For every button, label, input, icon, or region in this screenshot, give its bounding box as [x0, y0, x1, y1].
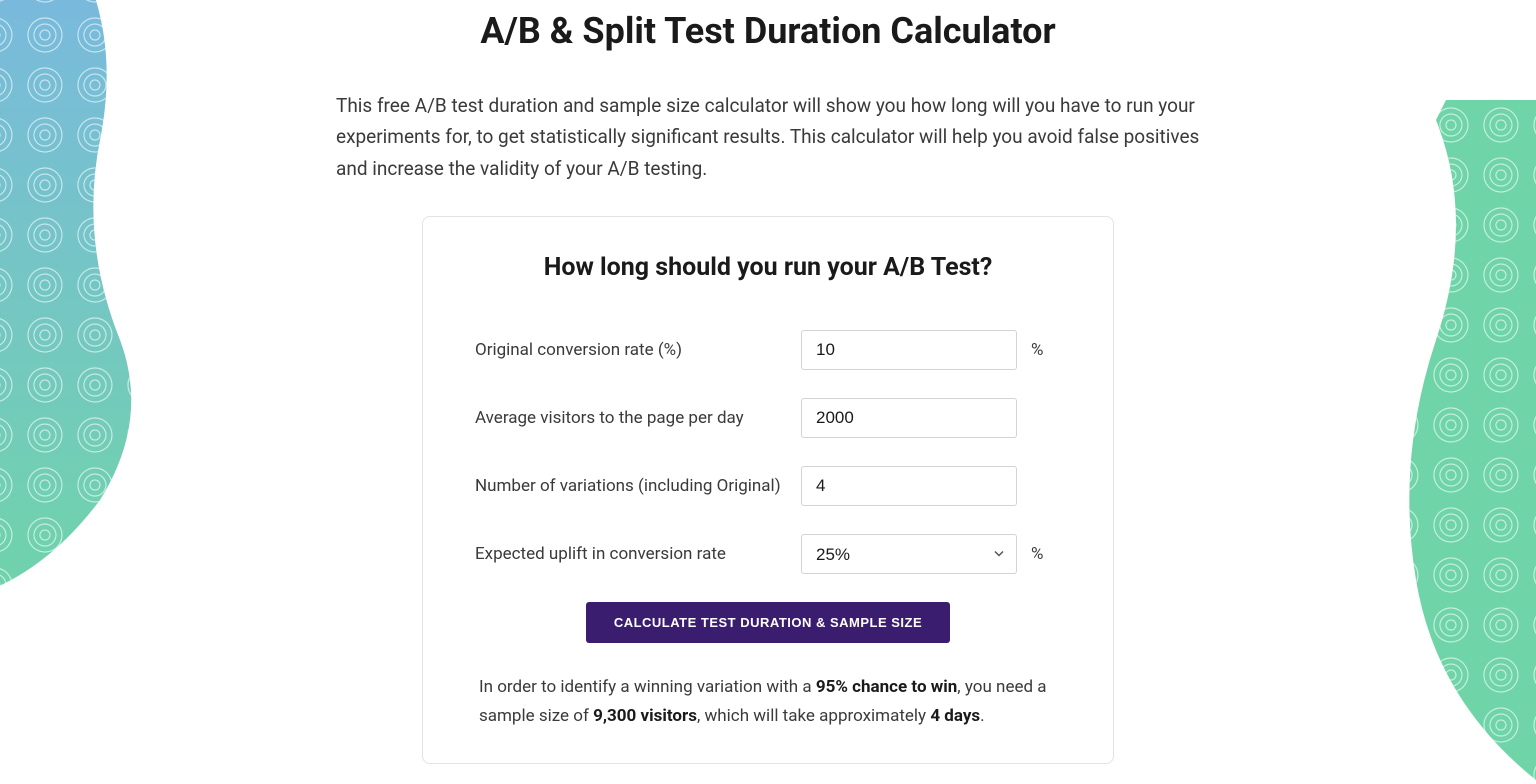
conversion-rate-input[interactable] [801, 330, 1017, 370]
decorative-blob-right [1376, 100, 1536, 780]
result-duration: 4 days [930, 706, 980, 726]
expected-uplift-label: Expected uplift in conversion rate [475, 542, 785, 567]
conversion-rate-suffix: % [1031, 340, 1043, 360]
expected-uplift-select[interactable]: 25% [801, 534, 1017, 574]
calculator-card: How long should you run your A/B Test? O… [422, 216, 1114, 764]
result-text: In order to identify a winning variation… [475, 673, 1061, 731]
result-sample-size: 9,300 visitors [593, 706, 697, 726]
field-row-conversion-rate: Original conversion rate (%) % [475, 330, 1061, 370]
num-variations-label: Number of variations (including Original… [475, 474, 785, 499]
page-title: A/B & Split Test Duration Calculator [328, 10, 1208, 52]
expected-uplift-suffix: % [1031, 544, 1043, 564]
visitors-per-day-input[interactable] [801, 398, 1017, 438]
page-description: This free A/B test duration and sample s… [328, 90, 1208, 184]
field-row-visitors-per-day: Average visitors to the page per day [475, 398, 1061, 438]
field-row-expected-uplift: Expected uplift in conversion rate 25% % [475, 534, 1061, 574]
visitors-per-day-label: Average visitors to the page per day [475, 406, 785, 431]
decorative-blob-left [0, 0, 180, 640]
calculate-button[interactable]: CALCULATE TEST DURATION & SAMPLE SIZE [586, 602, 950, 643]
num-variations-input[interactable] [801, 466, 1017, 506]
result-chance-to-win: 95% chance to win [816, 677, 957, 697]
conversion-rate-label: Original conversion rate (%) [475, 338, 785, 363]
field-row-num-variations: Number of variations (including Original… [475, 466, 1061, 506]
card-title: How long should you run your A/B Test? [475, 253, 1061, 282]
